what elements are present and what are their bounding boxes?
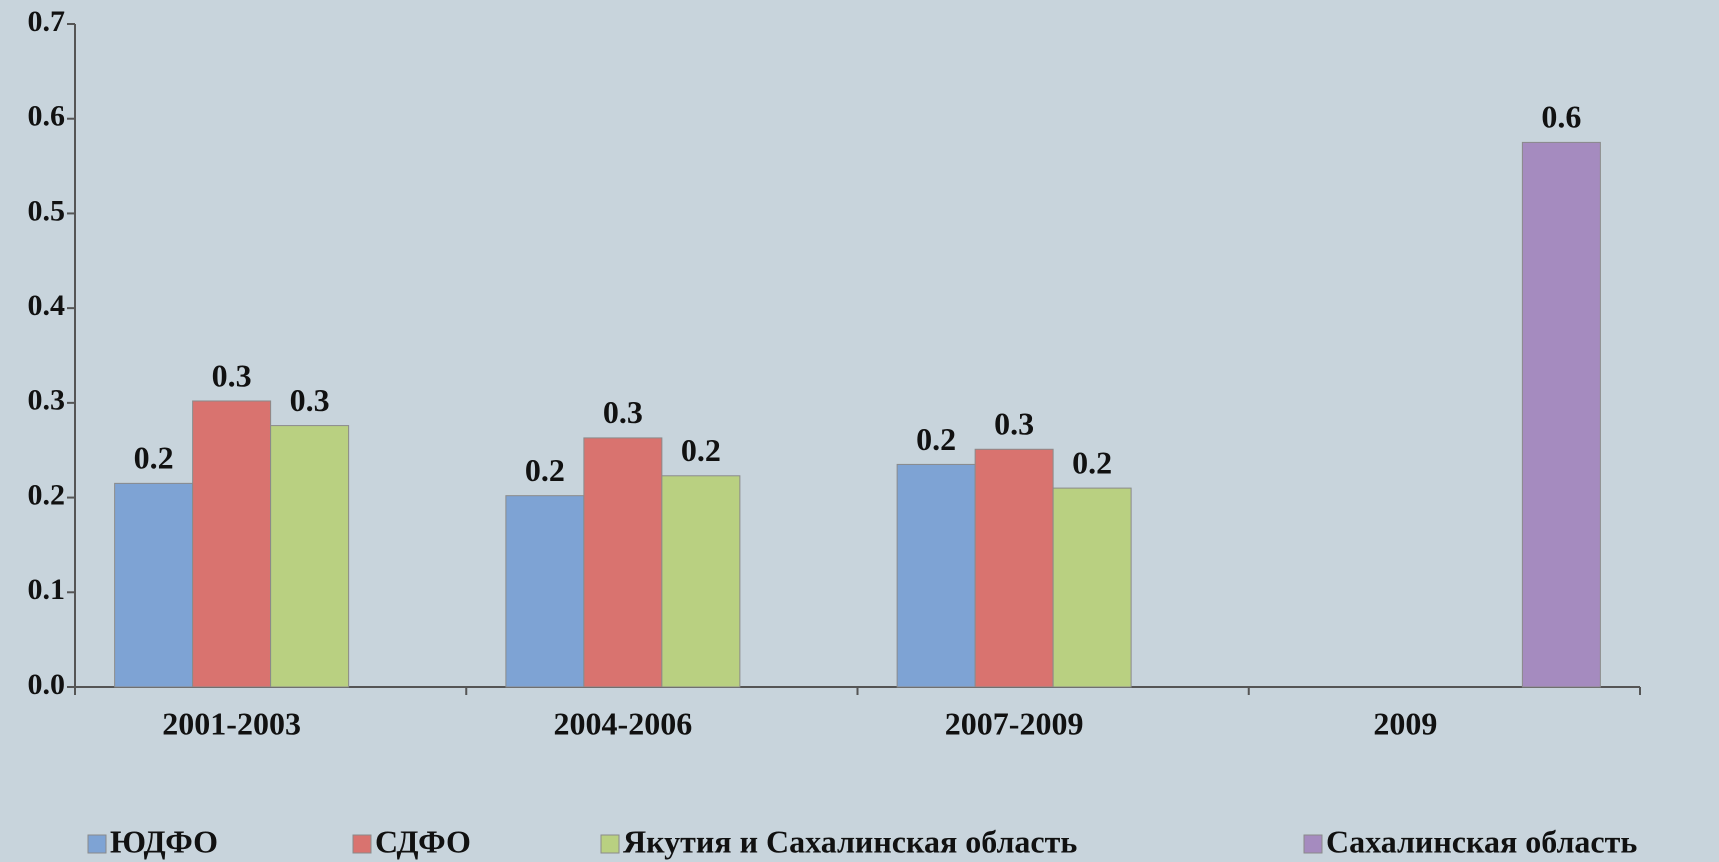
y-tick-label: 0.6 xyxy=(28,100,66,133)
y-tick-label: 0.4 xyxy=(28,289,66,322)
x-tick-label: 2004-2006 xyxy=(554,705,693,741)
x-tick-label: 2007-2009 xyxy=(945,705,1084,741)
value-label: 0.3 xyxy=(290,382,330,418)
value-label: 0.3 xyxy=(212,357,252,393)
value-label: 0.2 xyxy=(525,452,565,488)
value-label: 0.3 xyxy=(994,406,1034,442)
y-tick-label: 0.1 xyxy=(28,573,66,606)
y-tick-label: 0.0 xyxy=(28,668,66,701)
bar xyxy=(1052,487,1132,688)
bar xyxy=(661,475,741,688)
bar xyxy=(505,495,585,688)
x-tick-label: 2009 xyxy=(1373,705,1437,741)
y-tick-label: 0.3 xyxy=(28,384,66,417)
legend-key xyxy=(600,834,620,854)
x-tick-label: 2001-2003 xyxy=(162,705,301,741)
bar xyxy=(114,482,194,688)
value-label: 0.2 xyxy=(916,421,956,457)
bar xyxy=(270,425,350,688)
y-tick-label: 0.7 xyxy=(28,5,66,38)
value-label: 0.2 xyxy=(1072,444,1112,480)
legend-label: СДФО xyxy=(375,823,471,859)
legend-label: ЮДФО xyxy=(110,823,218,859)
bar xyxy=(896,463,976,688)
legend-key xyxy=(87,834,107,854)
y-tick-label: 0.2 xyxy=(28,478,66,511)
value-label: 0.3 xyxy=(603,394,643,430)
legend-label: Сахалинская область xyxy=(1326,823,1637,859)
legend-key xyxy=(1303,834,1323,854)
y-tick-label: 0.5 xyxy=(28,194,66,227)
bar xyxy=(192,400,272,688)
value-label: 0.6 xyxy=(1541,99,1581,135)
bar xyxy=(974,448,1054,688)
bar xyxy=(583,437,663,688)
bar xyxy=(1521,141,1601,688)
legend-label: Якутия и Сахалинская область xyxy=(623,823,1077,859)
legend-key xyxy=(352,834,372,854)
value-label: 0.2 xyxy=(681,432,721,468)
value-label: 0.2 xyxy=(134,440,174,476)
